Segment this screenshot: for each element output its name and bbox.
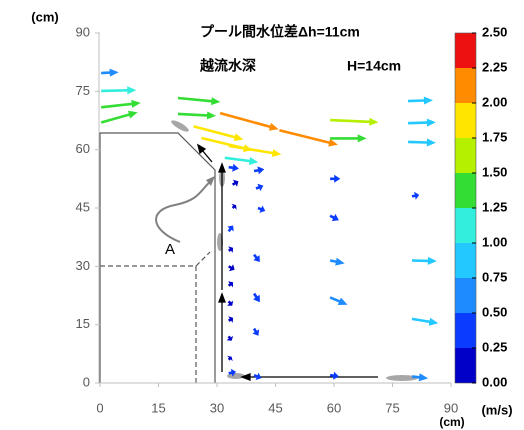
vector-arrow — [408, 138, 436, 147]
vector-arrow — [177, 111, 216, 120]
vector-arrow — [228, 144, 282, 157]
vector-arrow — [253, 372, 262, 381]
x-tick-label: 0 — [96, 400, 103, 415]
colorbar-tick-label: 1.75 — [482, 129, 507, 144]
colorbar-tick-label: 0.25 — [482, 339, 507, 354]
vector-arrow — [329, 371, 339, 380]
x-tick-label: 15 — [151, 400, 165, 415]
vector-arrow — [329, 296, 348, 305]
annotation: 越流水深 — [199, 58, 256, 74]
colorbar-tick-label: 1.00 — [482, 234, 507, 249]
vector-arrow — [257, 205, 266, 213]
colorbar-tick-label: 0.00 — [482, 374, 507, 389]
vector-arrow — [227, 225, 234, 233]
vector-arrow — [226, 335, 234, 341]
colorbar-tick-label: 2.00 — [482, 94, 507, 109]
colorbar-bin — [455, 313, 476, 348]
vector-arrow — [101, 68, 119, 77]
vector-arrow — [408, 96, 433, 105]
x-tick-label: 30 — [210, 400, 224, 415]
vector-arrow — [329, 213, 339, 222]
vector-arrow — [224, 156, 259, 165]
vector-arrow — [253, 292, 260, 303]
vector-arrow — [228, 163, 239, 172]
vector-arrow — [228, 246, 234, 253]
colorbar-bin — [455, 103, 476, 138]
vector-arrow — [411, 191, 420, 200]
x-tick-label: 90 — [444, 400, 458, 415]
pointer-head — [206, 176, 215, 186]
x-tick-label: 75 — [385, 400, 399, 415]
x-axis-label: (cm) — [439, 415, 464, 429]
chart-title: プール間水位差Δh=11cm — [200, 24, 360, 40]
y-tick-label: 45 — [76, 199, 90, 214]
colorbar-tick-label: 0.50 — [482, 304, 507, 319]
x-tick-label: 60 — [327, 400, 341, 415]
vector-arrow — [228, 316, 234, 323]
flow-arrows — [196, 143, 378, 381]
colorbar-bin — [455, 138, 476, 173]
y-tick-label: 90 — [76, 24, 90, 39]
wall-outline — [99, 132, 216, 383]
vector-arrow — [253, 166, 265, 175]
colorbar-bin — [455, 278, 476, 313]
vector-arrow — [231, 179, 239, 187]
vector-arrow — [330, 174, 341, 183]
y-axis-label: (cm) — [31, 9, 58, 24]
x-tick-label: 45 — [268, 400, 282, 415]
vector-arrow — [330, 134, 367, 143]
y-tick-label: 75 — [76, 83, 90, 98]
vector-arrow — [101, 86, 137, 95]
colorbar-tick-label: 0.75 — [482, 269, 507, 284]
vector-arrow — [193, 125, 244, 141]
colorbar-tick-label: 1.50 — [482, 164, 507, 179]
vector-arrow — [227, 281, 234, 288]
vector-arrow — [330, 117, 379, 126]
vector-arrow — [228, 264, 235, 272]
vector-arrow — [228, 368, 236, 377]
vector-arrow — [252, 327, 260, 336]
vector-arrow — [101, 99, 141, 109]
annotation: A — [165, 241, 175, 258]
y-tick-label: 15 — [76, 316, 90, 331]
particles — [171, 120, 418, 381]
vector-arrow — [227, 300, 234, 306]
vector-arrow — [255, 183, 264, 192]
vector-arrow — [329, 257, 345, 266]
vector-arrow — [279, 129, 338, 147]
vector-arrow — [100, 110, 138, 124]
vector-arrow — [231, 203, 237, 210]
annotation: H=14cm — [347, 58, 401, 74]
colorbar-tick-label: 2.50 — [482, 24, 507, 39]
colorbar-tick-label: 1.25 — [482, 199, 507, 214]
y-tick-label: 30 — [76, 258, 90, 273]
vector-arrow — [227, 355, 233, 362]
vector-arrow — [411, 317, 439, 326]
vector-arrow — [408, 118, 436, 127]
colorbar-bin — [455, 208, 476, 243]
vector-arrow — [411, 373, 429, 382]
vector-arrow — [412, 256, 437, 265]
colorbar-bin — [455, 243, 476, 278]
vector-arrow — [219, 111, 279, 131]
colorbar-bin — [455, 68, 476, 103]
colorbar-label: (m/s) — [481, 402, 512, 417]
colorbar-tick-label: 2.25 — [482, 59, 507, 74]
colorbar-bin — [455, 33, 476, 68]
colorbar-bin — [455, 348, 476, 383]
pointer-curve — [155, 179, 213, 243]
y-tick-label: 0 — [83, 374, 90, 389]
wall-dashed — [100, 251, 211, 383]
y-tick-label: 60 — [76, 141, 90, 156]
vector-arrow — [177, 96, 221, 106]
vector-arrow — [253, 253, 260, 262]
colorbar-bin — [455, 173, 476, 208]
